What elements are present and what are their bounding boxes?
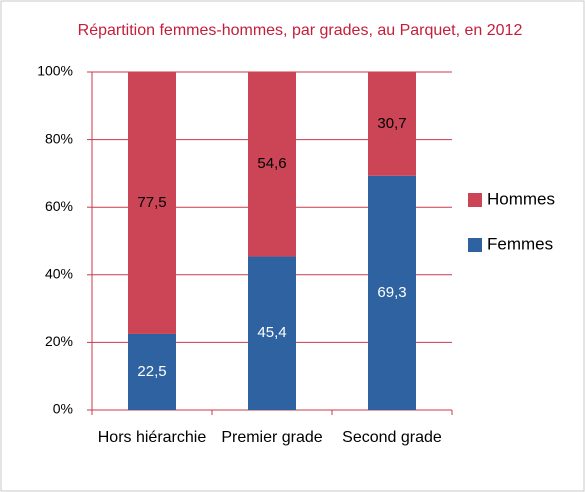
bar-segment <box>248 72 296 257</box>
x-tick-label: Premier grade <box>221 429 322 446</box>
y-tick-label: 100% <box>37 63 73 79</box>
y-tick-label: 60% <box>45 198 73 214</box>
y-tick-label: 20% <box>45 333 73 349</box>
bar-segment <box>368 72 416 176</box>
y-tick-label: 0% <box>53 401 73 417</box>
legend-swatch <box>468 238 482 252</box>
y-tick-label: 80% <box>45 130 73 146</box>
value-label: 69,3 <box>377 284 406 301</box>
bar-segment <box>368 175 416 410</box>
value-label: 77,5 <box>137 194 166 211</box>
bar-segment <box>128 72 176 334</box>
legend-label: Femmes <box>487 234 553 253</box>
value-label: 45,4 <box>257 324 286 341</box>
y-tick-label: 40% <box>45 266 73 282</box>
chart-title: Répartition femmes-hommes, par grades, a… <box>78 22 523 39</box>
legend-swatch <box>468 193 482 207</box>
value-label: 30,7 <box>377 115 406 132</box>
legend-label: Hommes <box>487 189 555 208</box>
x-tick-label: Hors hiérarchie <box>98 429 207 446</box>
value-label: 54,6 <box>257 155 286 172</box>
bar-segment <box>248 256 296 410</box>
x-tick-label: Second grade <box>342 429 442 446</box>
value-label: 22,5 <box>137 363 166 380</box>
bar-segment <box>128 333 176 410</box>
